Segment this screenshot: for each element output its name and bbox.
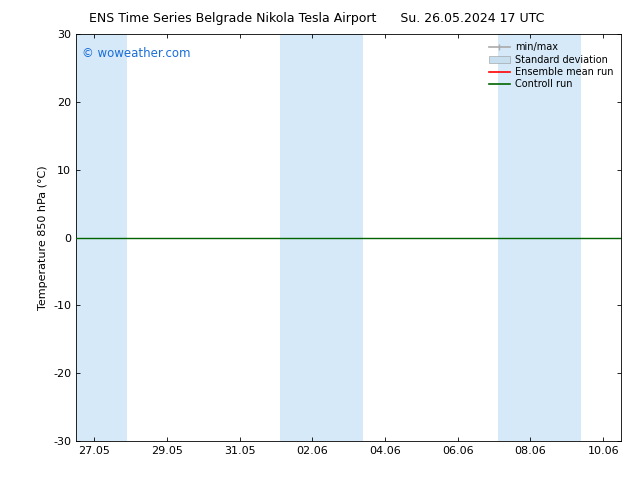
Bar bbox=[280, 34, 363, 441]
Y-axis label: Temperature 850 hPa (°C): Temperature 850 hPa (°C) bbox=[37, 165, 48, 310]
Text: © woweather.com: © woweather.com bbox=[82, 47, 190, 59]
Legend: min/max, Standard deviation, Ensemble mean run, Controll run: min/max, Standard deviation, Ensemble me… bbox=[486, 39, 616, 92]
Text: ENS Time Series Belgrade Nikola Tesla Airport      Su. 26.05.2024 17 UTC: ENS Time Series Belgrade Nikola Tesla Ai… bbox=[89, 12, 545, 25]
Bar bbox=[498, 34, 581, 441]
Bar bbox=[76, 34, 127, 441]
